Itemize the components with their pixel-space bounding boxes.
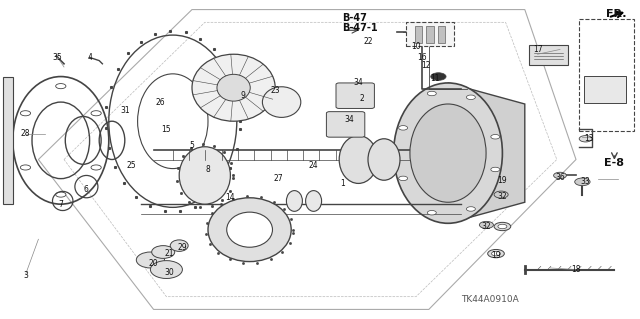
Text: 35: 35 [52, 53, 63, 62]
Text: 7: 7 [58, 200, 63, 209]
FancyBboxPatch shape [584, 76, 626, 103]
Bar [438, 26, 445, 43]
Circle shape [498, 224, 507, 229]
Circle shape [575, 178, 590, 186]
Circle shape [554, 172, 566, 179]
Text: 26: 26 [155, 98, 165, 107]
Text: 22: 22 [364, 37, 372, 46]
Ellipse shape [170, 240, 188, 251]
Bar [426, 26, 434, 43]
Text: 27: 27 [273, 174, 284, 183]
Circle shape [91, 111, 101, 116]
Circle shape [399, 126, 408, 130]
Polygon shape [448, 83, 525, 223]
Text: 8: 8 [205, 165, 211, 174]
Circle shape [494, 191, 508, 198]
Circle shape [428, 91, 436, 96]
Ellipse shape [152, 246, 175, 258]
Circle shape [91, 165, 101, 170]
FancyBboxPatch shape [529, 45, 568, 65]
Circle shape [56, 84, 66, 89]
Text: 30: 30 [164, 268, 175, 277]
Text: 11: 11 [431, 74, 440, 83]
Text: 36: 36 [555, 173, 565, 182]
Ellipse shape [368, 139, 400, 180]
Circle shape [479, 221, 493, 228]
Bar [3, 77, 13, 204]
Ellipse shape [339, 136, 378, 183]
Text: 17: 17 [532, 45, 543, 54]
Circle shape [491, 167, 500, 172]
Ellipse shape [208, 198, 291, 262]
Ellipse shape [287, 190, 303, 211]
Circle shape [494, 222, 511, 231]
Text: 19: 19 [491, 251, 501, 260]
Text: 33: 33 [580, 177, 591, 186]
Text: 29: 29 [177, 243, 188, 252]
Ellipse shape [227, 212, 273, 247]
Text: 9: 9 [241, 91, 246, 100]
Circle shape [399, 176, 408, 181]
Text: 23: 23 [270, 86, 280, 95]
Text: 34: 34 [344, 115, 354, 124]
Text: 32: 32 [497, 192, 508, 201]
Text: 15: 15 [161, 125, 172, 134]
Circle shape [488, 249, 504, 258]
Text: B-47-1: B-47-1 [342, 23, 378, 33]
Text: 5: 5 [189, 141, 195, 150]
Circle shape [491, 135, 500, 139]
Text: 6: 6 [84, 185, 89, 194]
Ellipse shape [136, 252, 164, 268]
Ellipse shape [217, 74, 250, 101]
Text: 14: 14 [225, 193, 236, 202]
Ellipse shape [150, 261, 182, 278]
Text: 24: 24 [308, 161, 319, 170]
Text: FR.: FR. [606, 9, 627, 19]
Text: 34: 34 [353, 78, 364, 87]
Circle shape [579, 136, 592, 142]
Ellipse shape [262, 87, 301, 117]
FancyBboxPatch shape [406, 22, 454, 46]
Ellipse shape [394, 83, 502, 223]
Circle shape [20, 165, 31, 170]
Text: 31: 31 [120, 106, 130, 115]
Text: 3: 3 [23, 271, 28, 280]
Circle shape [467, 207, 476, 211]
Ellipse shape [306, 190, 322, 211]
Text: 10: 10 [411, 42, 421, 51]
Text: 21: 21 [165, 249, 174, 258]
Circle shape [431, 73, 446, 80]
Text: 18: 18 [572, 265, 580, 274]
Circle shape [428, 211, 436, 215]
Text: 12: 12 [421, 61, 430, 70]
Text: 19: 19 [497, 176, 508, 185]
FancyBboxPatch shape [326, 112, 365, 137]
Text: 32: 32 [481, 222, 492, 231]
Text: 16: 16 [417, 53, 428, 62]
Text: 13: 13 [584, 134, 594, 143]
Text: TK44A0910A: TK44A0910A [461, 295, 518, 304]
Ellipse shape [410, 104, 486, 202]
Text: 25: 25 [126, 161, 136, 170]
Text: 4: 4 [87, 53, 92, 62]
Text: 1: 1 [340, 179, 345, 188]
Ellipse shape [192, 54, 275, 121]
Circle shape [492, 251, 500, 256]
Circle shape [56, 192, 66, 197]
Text: 20: 20 [148, 259, 159, 268]
Text: 28: 28 [21, 130, 30, 138]
Bar [415, 26, 422, 43]
FancyBboxPatch shape [336, 83, 374, 108]
Text: E-8: E-8 [604, 158, 625, 168]
Text: B-47: B-47 [342, 12, 367, 23]
Ellipse shape [179, 147, 230, 204]
Circle shape [467, 95, 476, 100]
Text: 2: 2 [359, 94, 364, 103]
Circle shape [20, 111, 31, 116]
